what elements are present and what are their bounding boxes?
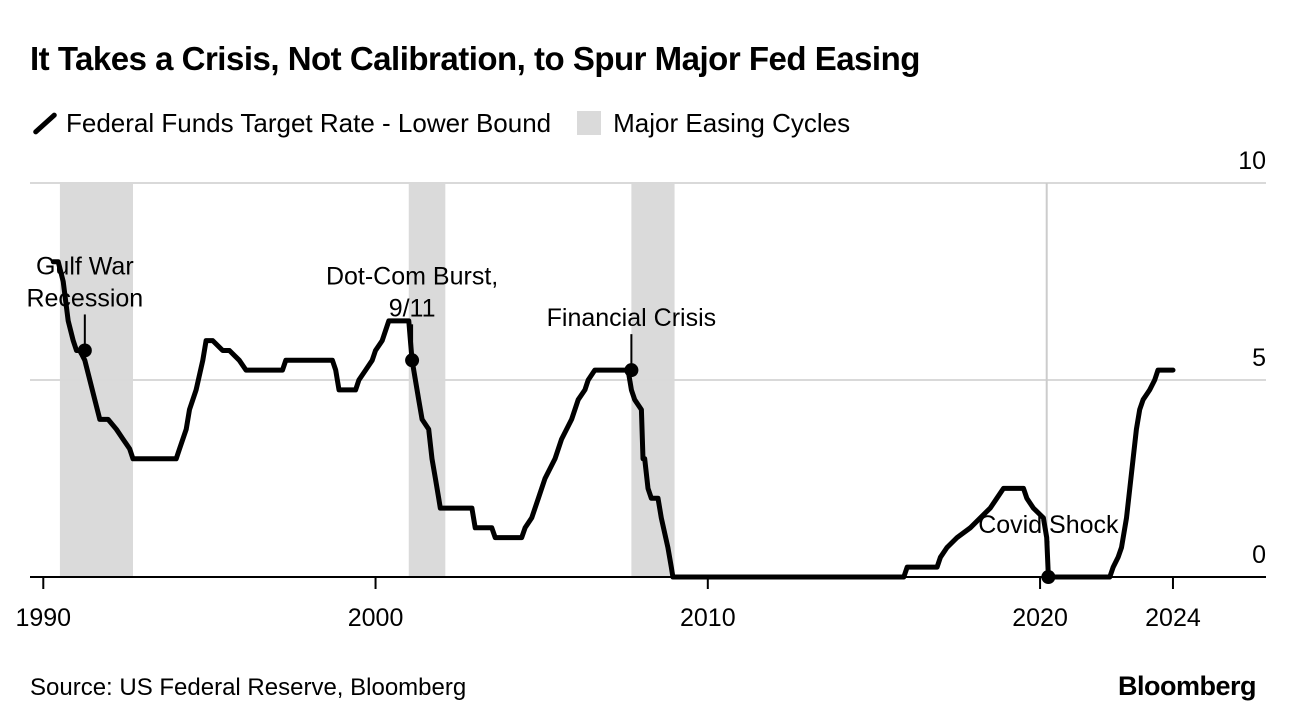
annotation-label-line: Financial Crisis xyxy=(547,304,716,332)
x-tick-label-2000: 2000 xyxy=(348,604,404,632)
brand-logo: Bloomberg xyxy=(1117,671,1257,701)
legend-line-label: Federal Funds Target Rate - Lower Bound xyxy=(66,107,552,138)
source-note: Source: US Federal Reserve, Bloomberg xyxy=(30,674,467,701)
annotation-label-line: Recession xyxy=(26,284,143,312)
y-tick-label-0: 0 xyxy=(1252,541,1266,569)
legend: Federal Funds Target Rate - Lower Bound … xyxy=(30,106,850,140)
annotation-label-line: Dot-Com Burst, xyxy=(326,262,498,290)
y-tick-label-5: 5 xyxy=(1252,344,1266,372)
x-tick-label-2010: 2010 xyxy=(680,604,736,632)
annotation-label-line: Covid Shock xyxy=(978,511,1119,539)
x-tick-label-1990: 1990 xyxy=(15,604,71,632)
annotation-marker-3 xyxy=(624,363,639,378)
chart-title: It Takes a Crisis, Not Calibration, to S… xyxy=(30,40,920,77)
annotation-marker-2 xyxy=(405,353,420,368)
annotation-marker-4 xyxy=(1041,570,1056,584)
annotation-label-3: Financial Crisis xyxy=(547,304,716,332)
annotation-label-4: Covid Shock xyxy=(978,511,1119,539)
annotation-label-line: Gulf War xyxy=(36,252,134,280)
annotation-label-1: Gulf War Recession xyxy=(26,252,143,312)
annotation-label-2: Dot-Com Burst, 9/11 xyxy=(326,262,498,322)
y-tick-label-10: 10 xyxy=(1238,147,1266,175)
x-tick-label-2020: 2020 xyxy=(1012,604,1068,632)
x-tick-label-2024: 2024 xyxy=(1145,604,1201,632)
legend-band-label: Major Easing Cycles xyxy=(613,107,851,138)
annotation-label-line: 9/11 xyxy=(389,294,436,322)
series-line-1 xyxy=(50,259,1176,580)
annotation-marker-1 xyxy=(77,343,92,358)
band-legend-swatch xyxy=(577,111,602,135)
